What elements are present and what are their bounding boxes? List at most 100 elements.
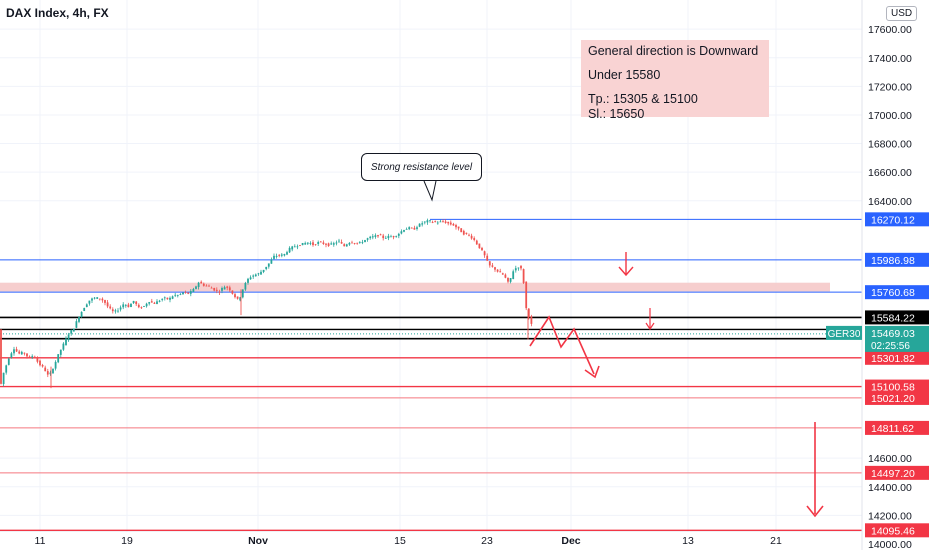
level-price-tag[interactable] <box>865 390 929 405</box>
candle-body <box>122 304 125 308</box>
candle-body <box>153 302 156 304</box>
candle-body <box>260 271 262 275</box>
candle-body <box>299 245 301 246</box>
candle-body <box>26 353 28 357</box>
candle-body <box>39 360 41 366</box>
level-price-tag[interactable] <box>865 285 929 300</box>
y-tick-label: 14000.00 <box>868 539 912 550</box>
candle-body <box>377 235 379 237</box>
candle-body <box>208 285 210 287</box>
candle-body <box>371 236 374 238</box>
candle-body <box>312 242 314 246</box>
candle-body <box>91 298 93 301</box>
note-stop-loss: Sl.: 15650 <box>588 107 645 121</box>
candle-body <box>101 298 104 301</box>
candle-body <box>452 223 455 226</box>
x-tick-label: 21 <box>770 535 782 547</box>
candle-body <box>218 291 221 293</box>
candle-body <box>31 356 34 358</box>
candle-body <box>403 230 405 232</box>
candle-body <box>447 221 450 224</box>
callout-pointer <box>423 180 437 202</box>
current-price-text: 15469.03 <box>871 328 915 340</box>
symbol-title[interactable]: DAX Index, 4h, FX <box>6 6 109 20</box>
candle-body <box>301 242 304 246</box>
candle-body <box>96 297 99 299</box>
candle-body <box>267 263 270 267</box>
zigzag-arrow-head <box>584 365 600 379</box>
candle-body <box>5 365 8 373</box>
candle-body <box>460 228 463 233</box>
candle-body <box>296 246 299 248</box>
candle-body <box>332 243 335 245</box>
candle-body <box>520 265 522 269</box>
candle-body <box>49 372 52 375</box>
y-tick-label: 16600.00 <box>868 167 912 179</box>
level-price-tag[interactable] <box>865 310 929 325</box>
candle-body <box>413 227 416 230</box>
candle-body <box>335 242 338 244</box>
candle-body <box>405 228 408 230</box>
level-price-text: 15986.98 <box>871 255 915 267</box>
candle-body <box>309 243 312 244</box>
candle-body <box>44 367 47 372</box>
level-price-text: 15760.68 <box>871 287 915 299</box>
candle-body <box>169 297 171 300</box>
candle-body <box>41 365 44 367</box>
candle-body <box>379 234 382 236</box>
level-price-text: 15301.82 <box>871 353 915 365</box>
candle-body <box>525 281 528 309</box>
candle-body <box>33 356 36 358</box>
candle-body <box>52 368 54 374</box>
level-price-tag[interactable] <box>865 252 929 267</box>
candle-body <box>481 247 483 251</box>
symbol-tag-text: GER30 <box>828 329 861 340</box>
candle-body <box>150 301 153 303</box>
symbol-tag[interactable] <box>826 325 862 340</box>
resistance-callout[interactable]: Strong resistance level <box>361 153 482 181</box>
candle-body <box>512 271 515 279</box>
level-price-text: 14095.46 <box>871 525 915 537</box>
current-price-tag[interactable] <box>865 325 929 352</box>
candle-body <box>351 242 353 244</box>
candle-body <box>106 302 109 307</box>
candle-body <box>195 286 197 289</box>
level-price-tag[interactable] <box>865 350 929 365</box>
candle-body <box>408 227 411 230</box>
level-price-tag[interactable] <box>865 465 929 480</box>
candle-body <box>62 343 65 350</box>
candle-body <box>392 236 395 238</box>
candle-body <box>288 247 291 253</box>
candle-body <box>119 307 122 310</box>
candle-body <box>189 291 192 294</box>
level-price-tag[interactable] <box>865 420 929 435</box>
candle-body <box>15 349 18 352</box>
candle-body <box>509 278 512 282</box>
candle-body <box>491 265 494 267</box>
level-price-text: 15100.58 <box>871 382 915 394</box>
candle-body <box>70 330 73 334</box>
candle-body <box>213 287 216 291</box>
candle-body <box>18 351 21 354</box>
candle-body <box>262 269 265 272</box>
candle-body <box>215 289 218 291</box>
x-tick-label: 15 <box>394 535 406 547</box>
level-price-tag[interactable] <box>865 212 929 227</box>
candle-body <box>397 233 400 236</box>
candle-body <box>455 225 457 228</box>
candle-body <box>231 290 234 294</box>
candle-body <box>75 321 78 328</box>
candle-body <box>338 240 340 242</box>
note-direction: General direction is Downward <box>588 44 759 58</box>
level-price-tag[interactable] <box>865 379 929 394</box>
candle-countdown: 02:25:56 <box>871 341 910 352</box>
candle-body <box>85 304 88 308</box>
level-price-tag[interactable] <box>865 523 929 538</box>
candle-body <box>78 316 80 322</box>
currency-button[interactable]: USD <box>886 6 918 21</box>
candle-body <box>382 235 385 239</box>
x-tick-label: 19 <box>121 535 133 547</box>
x-tick-label: 23 <box>481 535 493 547</box>
trade-note-box[interactable]: General direction is Downward Under 1558… <box>581 40 769 121</box>
